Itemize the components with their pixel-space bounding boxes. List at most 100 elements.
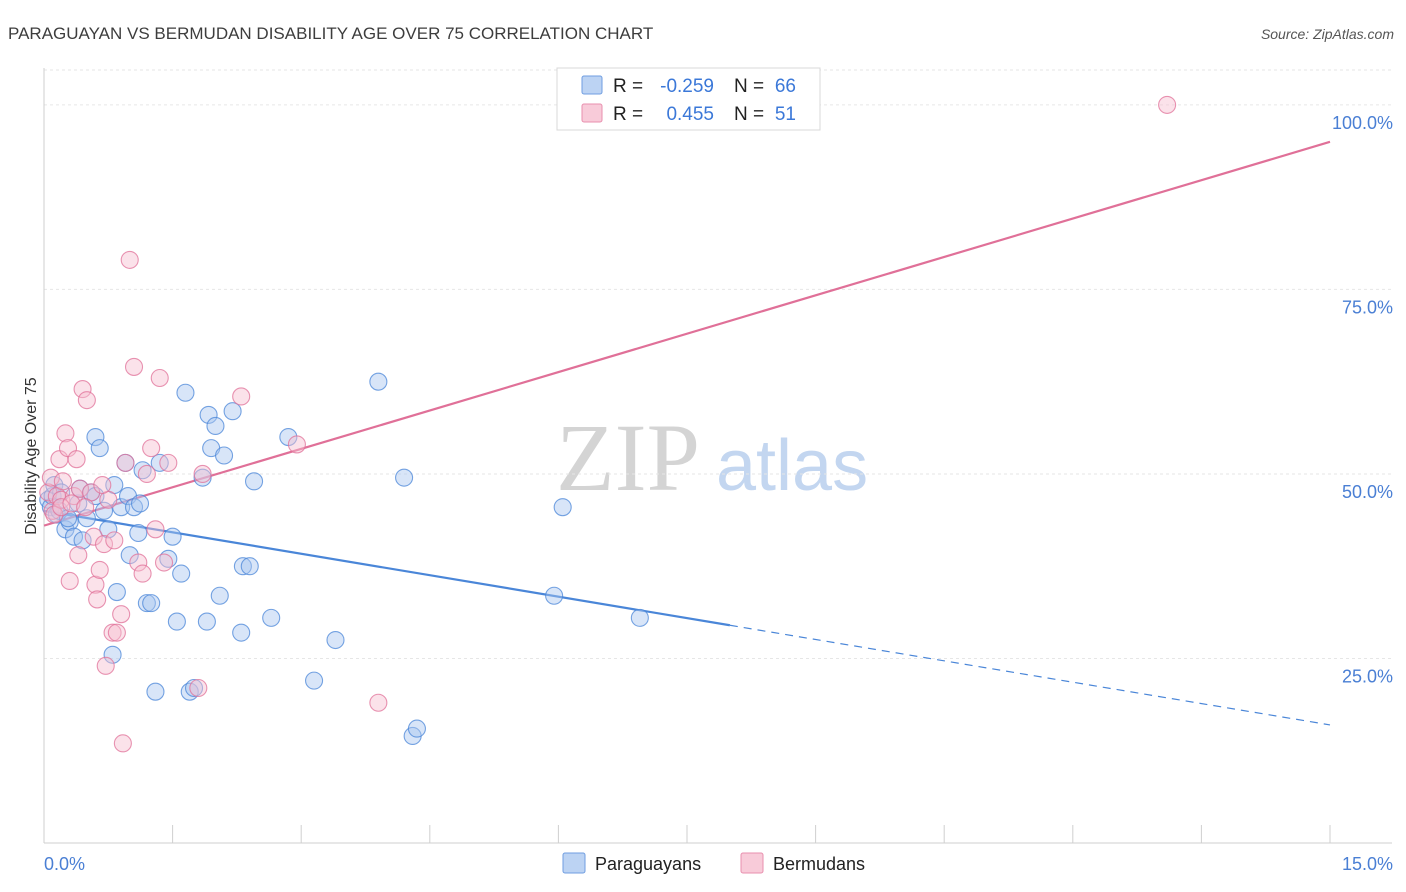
point-1-34 [137, 464, 156, 484]
point-0-30 [137, 594, 156, 613]
legend-n-label-1: N = [734, 76, 764, 97]
point-0-48 [223, 402, 242, 421]
point-1-37 [150, 368, 169, 388]
scatter-points [39, 95, 1177, 753]
point-0-12 [73, 531, 92, 550]
point-0-55 [305, 671, 324, 690]
y-tick-labels: 25.0% 50.0% 75.0% 100.0% [1332, 113, 1393, 687]
point-0-63 [630, 608, 649, 627]
point-0-58 [395, 468, 414, 487]
point-1-27 [107, 623, 126, 642]
point-0-40 [184, 678, 204, 698]
point-0-42 [197, 612, 216, 631]
point-0-19 [103, 645, 122, 664]
point-1-40 [189, 678, 208, 698]
watermark-zip: ZIP [556, 404, 700, 511]
point-1-13 [69, 546, 88, 565]
point-0-56 [326, 630, 345, 650]
point-0-52 [244, 472, 264, 491]
bottom-legend-label-paraguayans: Paraguayans [595, 854, 701, 874]
point-1-45 [1158, 95, 1177, 114]
point-0-32 [146, 682, 165, 701]
point-0-28 [130, 494, 150, 513]
legend-r-value-1: -0.259 [660, 76, 714, 97]
legend-n-value-1: 66 [775, 76, 796, 97]
legend-r-label-1: R = [613, 76, 643, 97]
chart-title: PARAGUAYAN VS BERMUDAN DISABILITY AGE OV… [8, 24, 653, 43]
trend-lines [43, 140, 1331, 726]
legend-n-label-2: N = [734, 104, 764, 125]
point-0-35 [163, 527, 182, 546]
trend-line-1 [43, 140, 1331, 527]
point-1-32 [129, 553, 148, 572]
point-1-7 [53, 472, 72, 491]
point-0-60 [407, 719, 426, 738]
point-1-28 [112, 605, 131, 624]
point-0-47 [214, 446, 234, 465]
point-1-31 [124, 357, 144, 376]
point-0-27 [129, 523, 148, 543]
point-1-25 [103, 623, 122, 642]
bottom-legend-label-bermudans: Bermudans [773, 854, 865, 874]
point-0-16 [90, 439, 109, 458]
point-0-31 [142, 594, 161, 613]
legend-swatch-bermudans [581, 103, 603, 123]
legend-r-value-2: 0.455 [666, 104, 714, 125]
point-1-48 [62, 494, 81, 513]
point-0-45 [206, 416, 225, 436]
y-tick-label-3: 100.0% [1332, 113, 1393, 133]
point-1-3 [45, 505, 64, 524]
point-0-50 [233, 557, 252, 576]
point-1-33 [133, 564, 152, 583]
y-tick-label-0: 25.0% [1342, 666, 1393, 686]
x-tick-label-min: 0.0% [44, 854, 85, 874]
point-0-37 [172, 564, 191, 583]
point-1-38 [154, 553, 174, 572]
point-1-43 [287, 435, 306, 454]
point-0-13 [77, 509, 96, 528]
point-0-38 [176, 383, 195, 402]
point-1-49 [76, 498, 95, 517]
point-1-22 [94, 535, 114, 554]
y-tick-label-2: 75.0% [1342, 297, 1393, 317]
legend-n-value-2: 51 [775, 104, 796, 125]
point-1-50 [93, 475, 112, 495]
trend-line-0 [43, 509, 731, 627]
point-1-8 [56, 424, 75, 443]
point-0-53 [262, 608, 281, 627]
bottom-legend-swatch-paraguayans [562, 852, 586, 874]
series-legend: Paraguayans Bermudans [562, 852, 865, 874]
point-0-49 [232, 623, 251, 642]
point-0-15 [86, 427, 105, 447]
point-1-18 [84, 527, 103, 546]
point-1-26 [105, 531, 124, 550]
point-1-11 [64, 487, 84, 506]
point-1-12 [67, 450, 86, 469]
point-0-61 [545, 586, 564, 605]
point-0-57 [369, 372, 388, 391]
point-0-43 [199, 405, 218, 424]
point-1-14 [70, 479, 90, 498]
stats-legend: R = -0.259 N = 66 R = 0.455 N = 51 [556, 67, 821, 131]
point-1-42 [232, 387, 251, 406]
chart-source: Source: ZipAtlas.com [1261, 26, 1394, 42]
point-1-10 [60, 571, 79, 591]
point-1-41 [193, 464, 212, 484]
point-0-17 [94, 501, 114, 520]
point-0-64 [58, 509, 78, 528]
point-1-23 [96, 656, 115, 675]
legend-swatch-paraguayans [581, 75, 603, 95]
watermark-atlas: atlas [716, 426, 868, 506]
axes [43, 68, 1392, 844]
trend-line-dashed-0 [729, 624, 1331, 726]
bottom-legend-swatch-bermudans [740, 852, 764, 874]
legend-r-label-2: R = [613, 104, 643, 125]
watermark: ZIP atlas [556, 404, 868, 511]
point-0-46 [210, 586, 229, 605]
point-1-21 [90, 560, 109, 579]
point-1-15 [73, 380, 92, 399]
point-0-36 [167, 612, 186, 631]
point-1-29 [113, 734, 132, 753]
point-1-36 [146, 520, 165, 539]
y-axis-label: Disability Age Over 75 [23, 377, 40, 535]
